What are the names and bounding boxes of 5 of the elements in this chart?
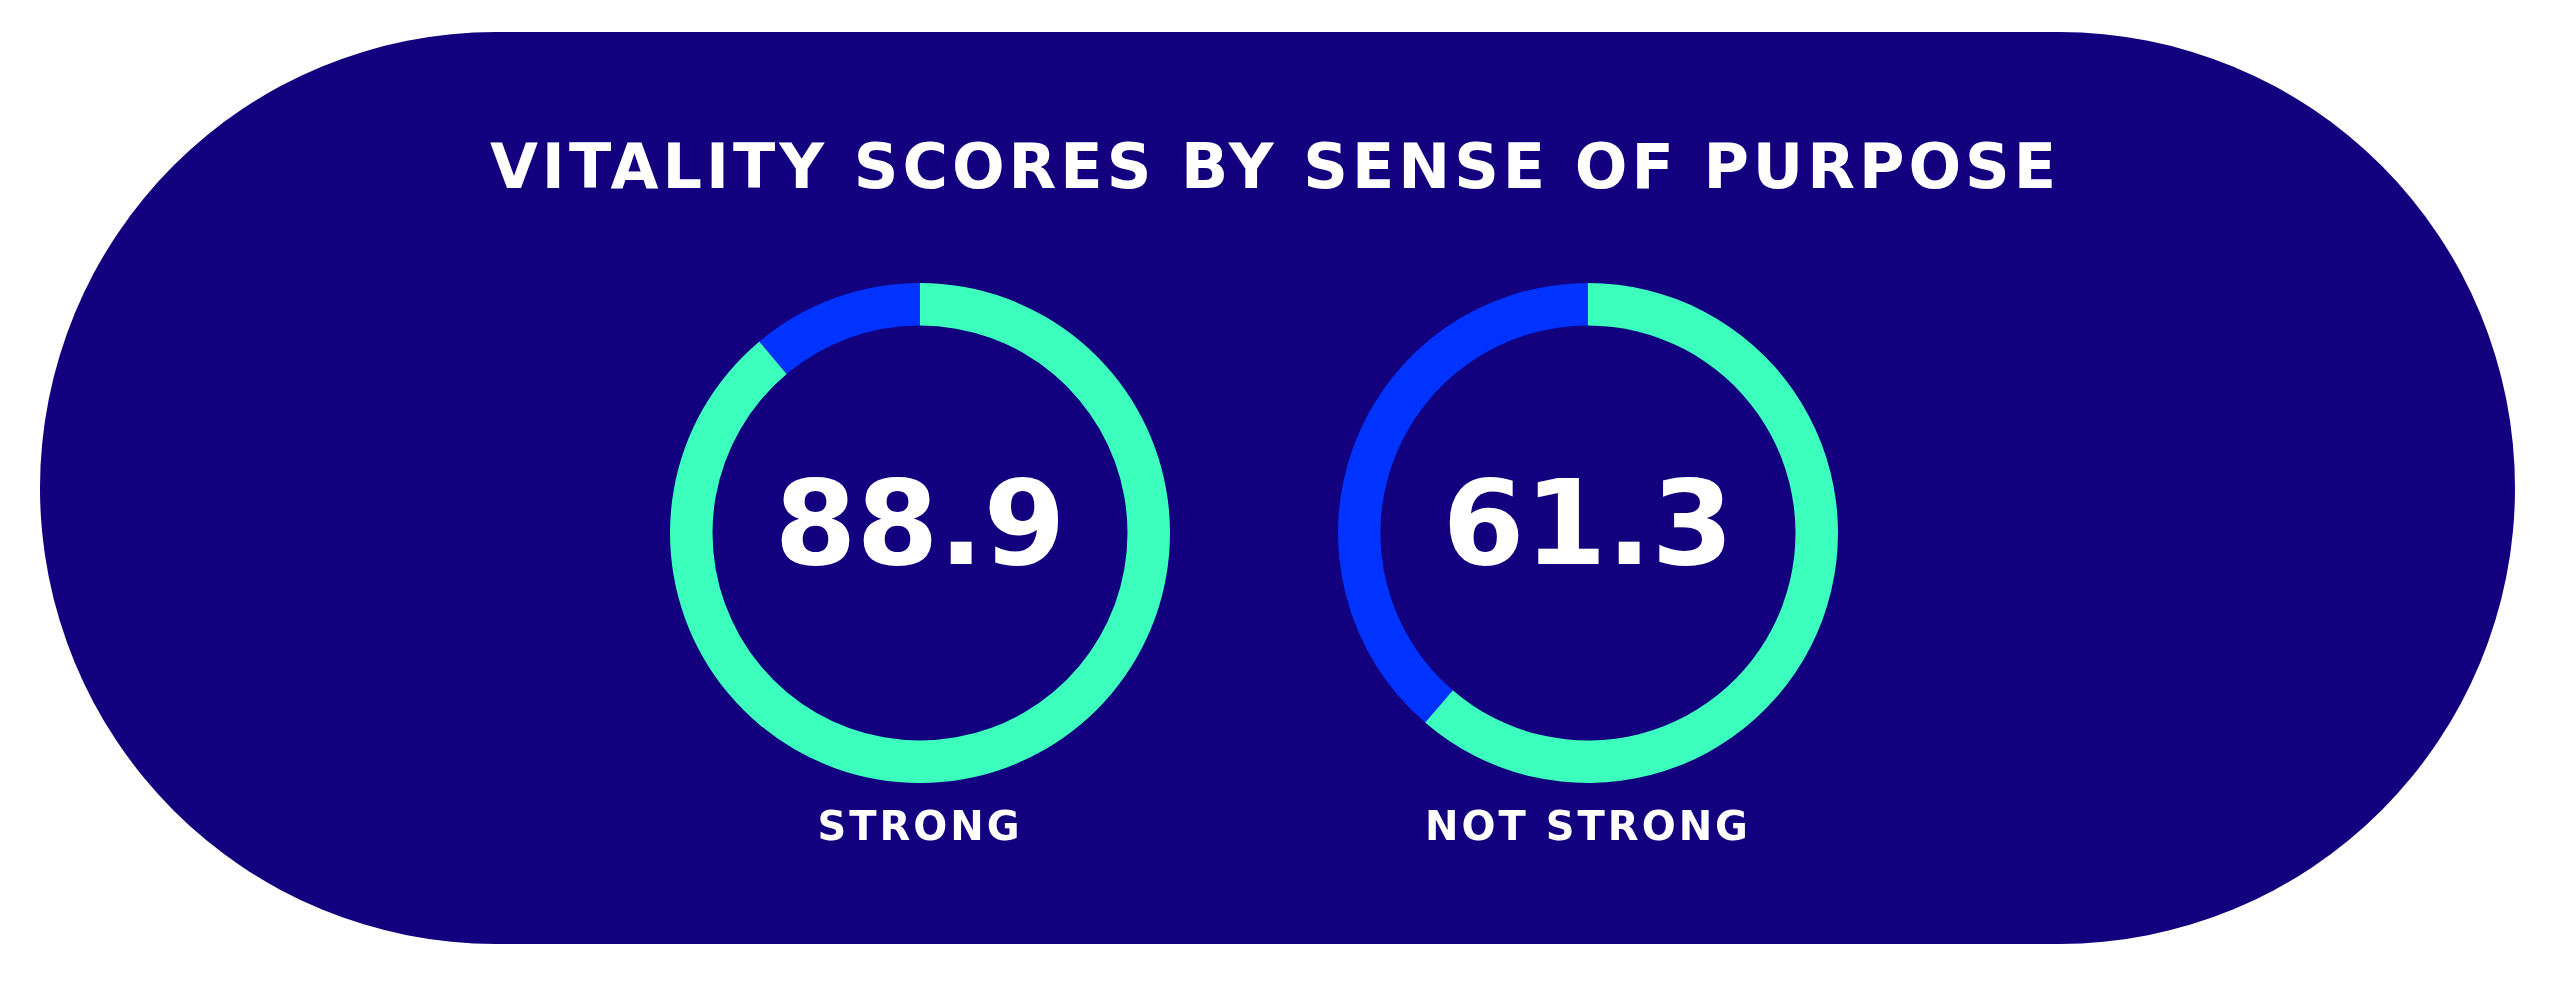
chart-title: VITALITY SCORES BY SENSE OF PURPOSE (488, 130, 2062, 203)
text: STRONG (816, 803, 1024, 849)
text: NOT STRONG (1424, 803, 1752, 849)
data-label: 88.9 (774, 453, 1066, 592)
data-label: 61.3 (1442, 453, 1734, 592)
